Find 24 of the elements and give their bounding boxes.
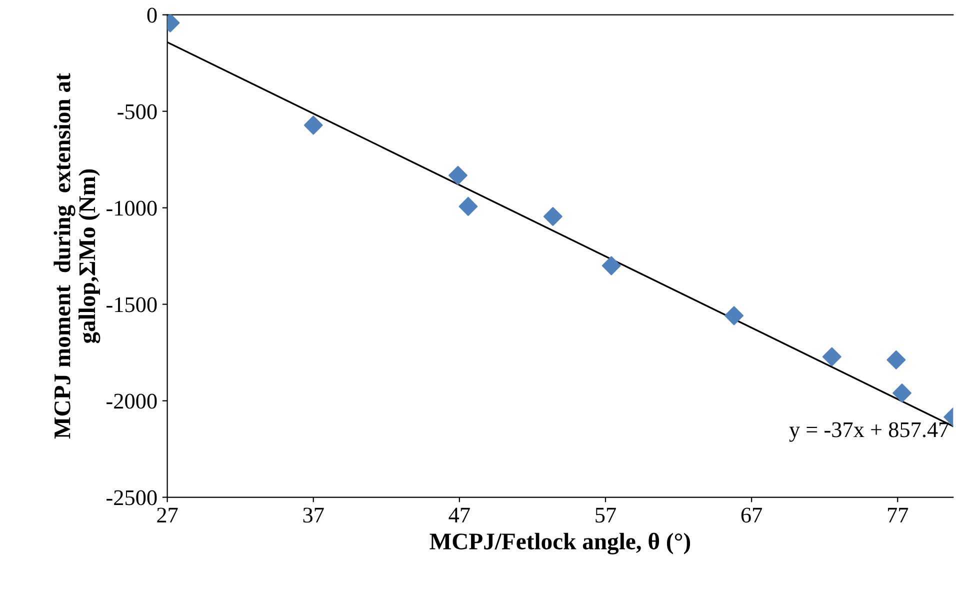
point [886, 350, 906, 370]
point [822, 347, 842, 366]
x-tick-label: 37 [303, 508, 324, 523]
x-tick-label: 47 [448, 508, 470, 522]
y-tick-label: -500 [118, 104, 157, 120]
y-tick-label: 0 [147, 8, 157, 23]
x-tick-label: 27 [157, 508, 178, 522]
x-tick-label: 77 [888, 508, 908, 522]
point [892, 384, 912, 403]
x-axis-title: MCPJ/Fetlock angle, θ (°) [430, 532, 690, 554]
annotation: y = -37x + 857.47 [789, 422, 949, 442]
y-axis-title: MCPJ moment during extension at gallop,ΣMo (Nm) [54, 73, 100, 439]
point [543, 206, 562, 226]
point [724, 306, 744, 326]
y-tick-label: -2000 [106, 394, 157, 409]
point [458, 196, 478, 216]
x-tick-label: 67 [741, 508, 762, 523]
point [448, 166, 468, 185]
y-tick-label: -2500 [106, 490, 157, 506]
point [602, 256, 621, 276]
x-tick-label: 57 [596, 508, 616, 523]
point [304, 116, 323, 135]
y-tick-label: -1500 [106, 297, 157, 312]
y-tick-label: -1000 [106, 200, 157, 216]
